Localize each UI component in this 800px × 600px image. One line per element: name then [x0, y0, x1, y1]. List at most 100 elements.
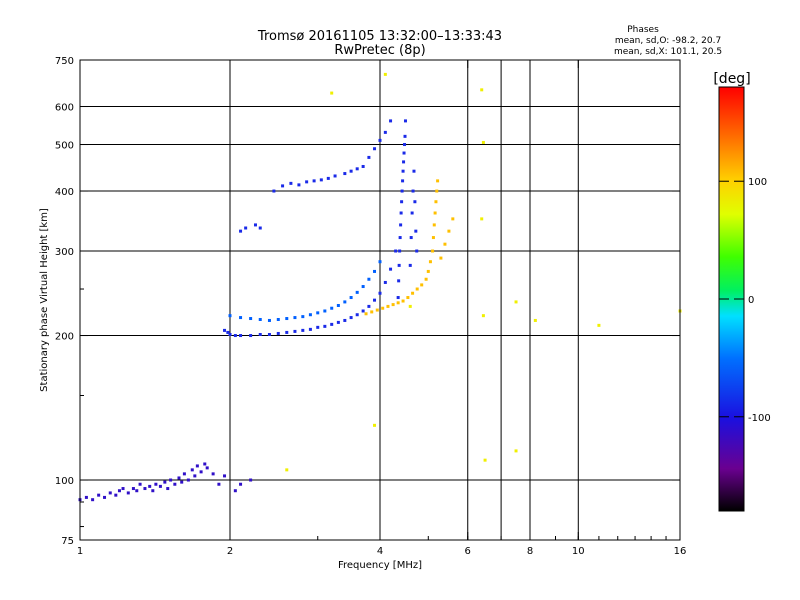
data-point [396, 301, 400, 305]
data-point [373, 147, 377, 151]
data-point [131, 487, 135, 491]
data-point [203, 462, 207, 466]
data-point [514, 449, 518, 453]
data-point [389, 267, 393, 271]
data-point [408, 304, 412, 308]
y-tick-label: 300 [55, 247, 74, 258]
data-point [121, 487, 125, 491]
legend-line-o: mean, sd,O: -98.2, 20.7 [615, 36, 721, 46]
data-point [409, 236, 413, 240]
y-tick-label: 500 [55, 141, 74, 152]
y-tick-label: 400 [55, 187, 74, 198]
data-point [355, 313, 359, 317]
data-point [343, 318, 347, 322]
data-point [349, 296, 353, 300]
data-point [413, 200, 417, 204]
data-point [428, 260, 432, 264]
data-point [424, 277, 428, 281]
x-tick-label: 6 [465, 546, 471, 557]
data-point [244, 226, 248, 230]
data-point [401, 299, 405, 303]
data-point [186, 478, 190, 482]
data-point [533, 318, 537, 322]
data-point [403, 134, 407, 138]
data-point [223, 474, 227, 478]
data-point [285, 317, 289, 321]
data-point [398, 249, 402, 253]
data-point [343, 300, 347, 304]
data-point [389, 119, 393, 123]
data-point [361, 309, 365, 313]
data-point [84, 495, 88, 499]
x-axis-ticks: 1 2 4 6 8 10 16 [77, 60, 686, 557]
data-point [336, 303, 340, 307]
y-axis-ticks: 75 100 200 300 400 500 600 750 [55, 56, 680, 547]
data-point [211, 472, 215, 476]
data-point [323, 324, 327, 328]
data-point [228, 332, 232, 336]
data-point [301, 328, 305, 332]
data-point [199, 470, 203, 474]
data-point [451, 217, 455, 221]
data-point [108, 491, 112, 495]
data-point [403, 119, 407, 123]
x-axis-label: Frequency [MHz] [338, 560, 422, 571]
data-point [143, 487, 147, 491]
data-point [193, 474, 197, 478]
data-point [361, 164, 365, 168]
data-point [383, 72, 387, 76]
data-point [431, 249, 435, 253]
colorbar-label: [deg] [713, 71, 750, 87]
data-point [480, 88, 484, 92]
data-point [364, 312, 368, 316]
data-point [138, 482, 142, 486]
data-point [401, 179, 405, 183]
data-point [373, 423, 377, 427]
data-point [435, 189, 439, 193]
data-point [367, 277, 371, 281]
data-point [433, 211, 437, 215]
data-point [301, 315, 305, 319]
data-point [249, 317, 253, 321]
data-point [276, 317, 280, 321]
data-point [399, 211, 403, 215]
colorbar-ticks: 100 0 -100 [719, 177, 771, 424]
data-point [228, 314, 232, 318]
data-point [180, 480, 184, 484]
data-point [258, 332, 262, 336]
data-point [285, 330, 289, 334]
data-point [226, 330, 230, 334]
data-point [414, 229, 418, 233]
x-tick-label: 10 [572, 546, 585, 557]
data-point [308, 313, 312, 317]
data-point [396, 296, 400, 300]
data-point [177, 476, 181, 480]
data-point [373, 298, 377, 302]
data-point [217, 482, 221, 486]
data-point [403, 143, 407, 147]
y-tick-label: 750 [55, 56, 74, 67]
data-point [330, 306, 334, 310]
data-point [398, 236, 402, 240]
grid-lines [80, 60, 680, 540]
data-point [443, 242, 447, 246]
data-point [439, 256, 443, 260]
data-point [233, 489, 237, 493]
data-point [375, 308, 379, 312]
data-point [135, 489, 139, 493]
data-point [400, 189, 404, 193]
data-point [151, 489, 155, 493]
data-points [78, 72, 682, 502]
data-point [195, 464, 199, 468]
data-point [163, 480, 167, 484]
data-point [343, 172, 347, 176]
data-point [361, 285, 365, 289]
data-point [166, 487, 170, 491]
data-point [431, 236, 435, 240]
data-point [103, 495, 107, 499]
data-point [114, 493, 118, 497]
data-point [333, 174, 337, 178]
data-point [272, 189, 276, 193]
data-point [323, 309, 327, 313]
